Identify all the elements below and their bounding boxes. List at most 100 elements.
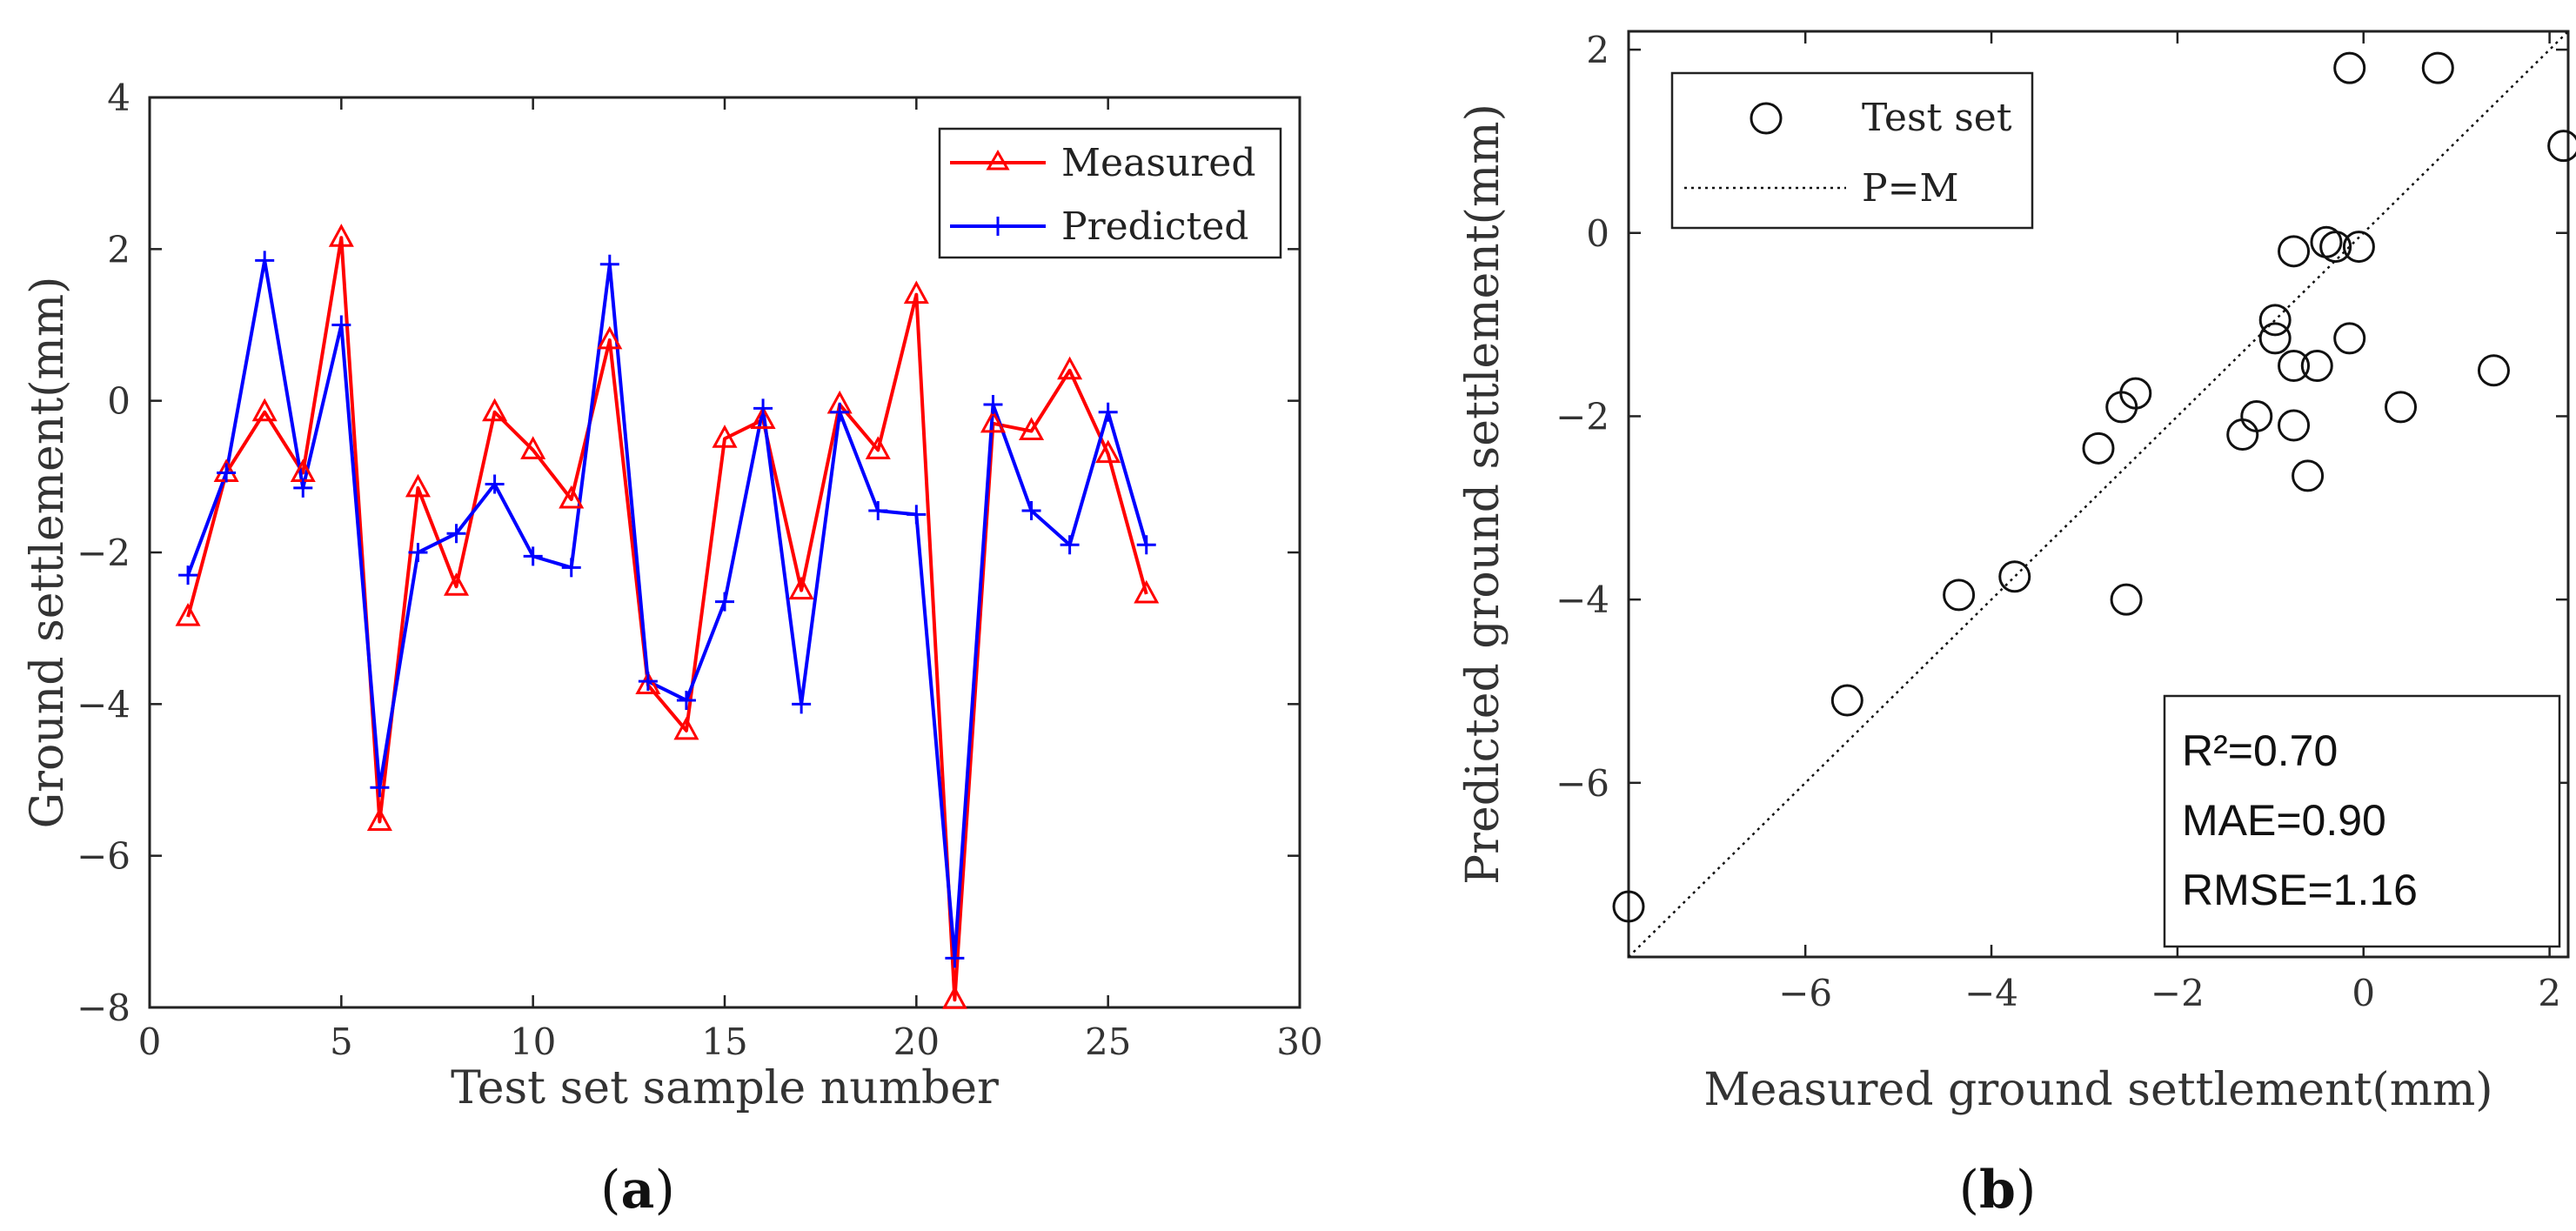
measured-point xyxy=(712,425,738,448)
measured-point xyxy=(559,485,585,509)
predicted-point xyxy=(1136,535,1156,555)
panel-a-y-axis-label: Ground settlement(mm) xyxy=(22,277,74,829)
predicted-point xyxy=(1021,501,1041,521)
a-y-tick-label: −8 xyxy=(77,987,130,1029)
panel-a-x-axis-label: Test set sample number xyxy=(451,1062,999,1114)
predicted-point xyxy=(255,251,275,271)
predicted-point xyxy=(830,402,850,422)
predicted-point xyxy=(945,948,965,968)
scatter-point xyxy=(2333,51,2366,84)
panel-b-scatter-chart: −6 −4 −2 0 2 −6 −4 −2 0 2 Measured ground settle… xyxy=(1457,29,2576,1221)
measured-point xyxy=(328,224,354,247)
scatter-point xyxy=(2278,235,2311,268)
b-x-tick-label: 0 xyxy=(2352,972,2375,1014)
a-y-tick-label: −4 xyxy=(77,683,130,726)
scatter-point xyxy=(2119,377,2152,410)
scatter-point xyxy=(1943,579,1976,612)
a-x-tick-label: 0 xyxy=(138,1020,162,1063)
scatter-point xyxy=(2292,459,2325,492)
panel-b-legend: Test set P=M xyxy=(1670,71,2034,230)
legend-measured-label: Measured xyxy=(1061,141,1255,185)
scatter-point xyxy=(1998,560,2031,593)
predicted-point xyxy=(983,395,1003,415)
panel-b-stats-box: R²=0.70 MAE=0.90 RMSE=1.16 xyxy=(2163,694,2561,948)
a-x-tick-label: 5 xyxy=(330,1020,353,1063)
predicted-point xyxy=(676,690,696,710)
predicted-point xyxy=(753,398,773,418)
predicted-point xyxy=(1060,535,1080,555)
panel-b-legend-box xyxy=(1670,71,2034,230)
measured-point xyxy=(673,716,699,740)
predicted-point xyxy=(370,778,390,798)
measured-point xyxy=(444,572,470,596)
a-y-tick-label: −6 xyxy=(77,835,130,878)
panel-a-line-chart: 0 5 10 15 20 25 30 −8 −6 −4 −2 0 2 4 Test set sample… xyxy=(22,77,1323,1221)
predicted-point xyxy=(561,558,581,578)
predicted-point xyxy=(715,592,734,612)
b-y-tick-label: −2 xyxy=(1556,395,1609,438)
scatter-point xyxy=(2258,322,2292,355)
scatter-point xyxy=(2110,583,2143,616)
predicted-point xyxy=(446,524,466,544)
a-x-tick-label: 20 xyxy=(893,1020,940,1063)
predicted-point xyxy=(638,672,658,692)
panel-b-caption: (b) xyxy=(1959,1160,2037,1221)
panel-a-legend-box xyxy=(938,127,1282,259)
legend-predicted-marker xyxy=(988,217,1007,236)
measured-point xyxy=(597,325,623,350)
scatter-point xyxy=(2258,304,2292,337)
measured-point xyxy=(750,405,776,429)
scatter-point xyxy=(2319,231,2352,264)
scatter-point xyxy=(2278,409,2311,442)
scatter-point xyxy=(2477,354,2510,387)
a-y-tick-label: −2 xyxy=(77,532,130,574)
measured-point xyxy=(1019,417,1045,441)
panel-b-x-axis-label: Measured ground settlement(mm) xyxy=(1703,1064,2492,1116)
scatter-point xyxy=(1612,890,1645,923)
scatter-point xyxy=(2333,322,2366,355)
predicted-point xyxy=(792,694,812,714)
measured-point xyxy=(788,576,814,600)
scatter-point xyxy=(1830,684,1863,717)
legend-pm-label: P=M xyxy=(1862,166,1959,211)
b-y-tick-label: 2 xyxy=(1586,29,1609,71)
b-x-tick-label: −6 xyxy=(1778,972,1832,1014)
b-x-tick-label: 2 xyxy=(2538,972,2561,1014)
predicted-point xyxy=(485,474,505,494)
a-y-tick-label: 0 xyxy=(107,380,130,423)
scatter-point xyxy=(2421,51,2454,84)
measured-point xyxy=(635,671,661,695)
legend-predicted-label: Predicted xyxy=(1061,204,1248,249)
stats-box-frame xyxy=(2163,694,2561,948)
measured-point xyxy=(251,398,278,422)
scatter-point xyxy=(2278,350,2311,383)
a-x-tick-label: 15 xyxy=(701,1020,747,1063)
panel-a-caption: (a) xyxy=(600,1160,675,1221)
predicted-point xyxy=(331,315,351,335)
measured-point xyxy=(1134,579,1160,604)
legend-test-set-label: Test set xyxy=(1862,96,2012,140)
scatter-point xyxy=(2342,231,2375,264)
b-y-tick-label: 0 xyxy=(1586,212,1609,255)
a-x-tick-label: 30 xyxy=(1276,1020,1322,1063)
b-x-tick-label: −4 xyxy=(1964,972,2018,1014)
a-y-tick-label: 2 xyxy=(107,228,130,271)
panel-a-letter: a xyxy=(621,1160,655,1221)
measured-point xyxy=(520,436,546,459)
measured-point xyxy=(865,436,891,459)
a-x-tick-label: 25 xyxy=(1085,1020,1131,1063)
measured-point xyxy=(366,807,392,831)
measured-point xyxy=(903,280,929,304)
measured-point xyxy=(405,473,431,498)
stat-rmse: RMSE=1.16 xyxy=(2182,866,2418,914)
scatter-point xyxy=(2300,350,2333,383)
legend-measured-marker xyxy=(986,150,1010,171)
stat-mae: MAE=0.90 xyxy=(2182,796,2386,845)
scatter-point xyxy=(2082,432,2115,465)
predicted-point xyxy=(907,505,927,525)
predicted-point xyxy=(217,463,237,483)
measured-point xyxy=(1057,356,1083,380)
legend-test-set-marker xyxy=(1750,102,1783,135)
scatter-point xyxy=(2547,130,2576,163)
